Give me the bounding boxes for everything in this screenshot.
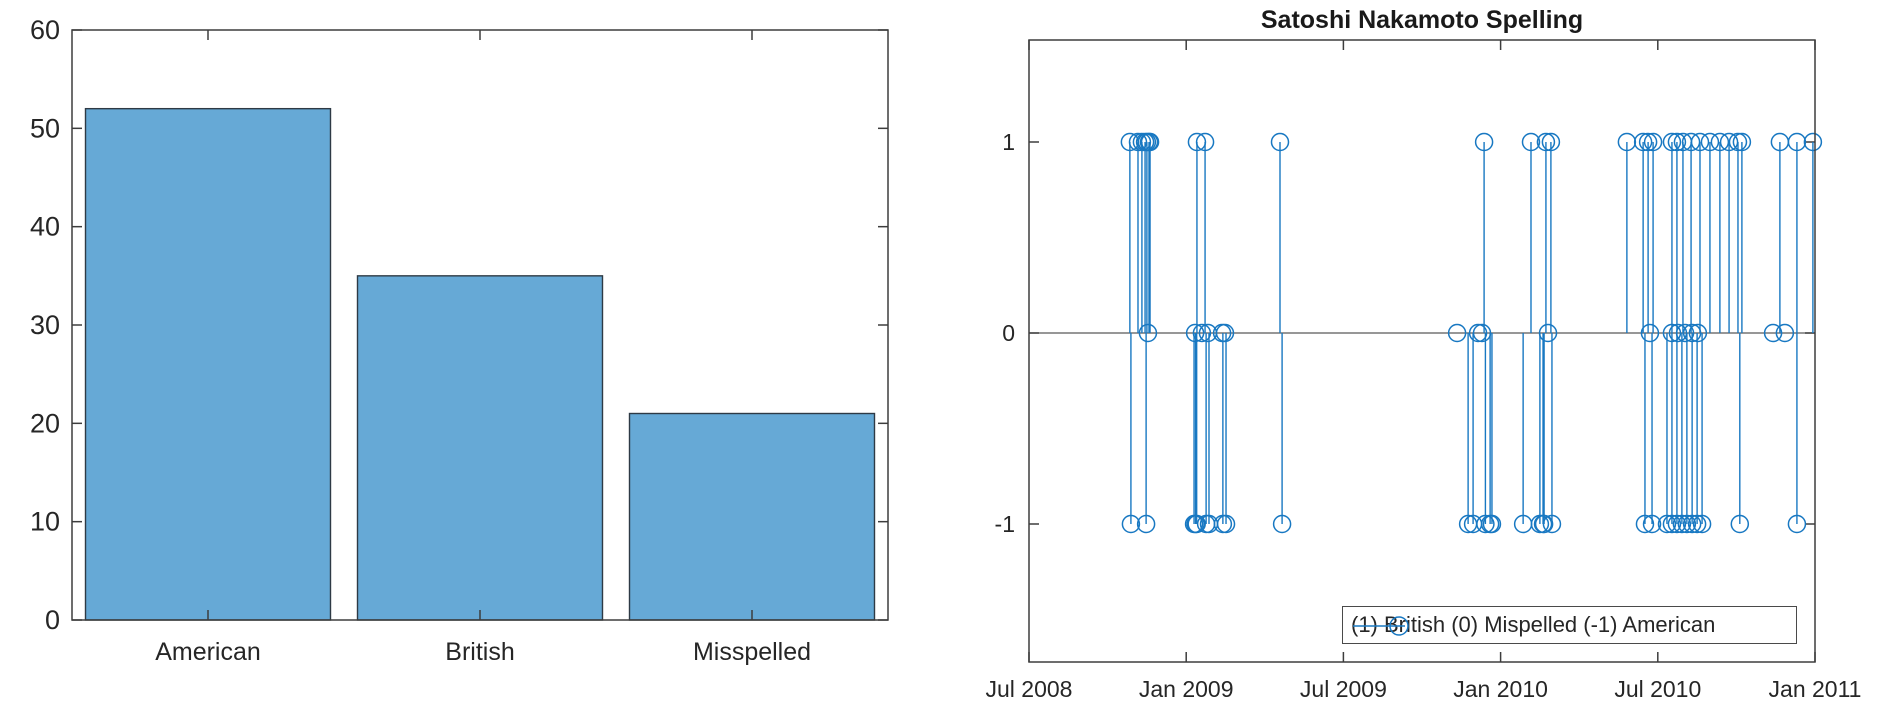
stem-marker bbox=[1668, 323, 1688, 343]
stem-marker bbox=[1687, 514, 1707, 534]
bar-chart-panel: 0 10 20 30 40 50 60 American British Misspelled bbox=[30, 15, 889, 666]
stem-marker bbox=[1643, 132, 1663, 152]
stem-marker bbox=[1521, 132, 1541, 152]
stem-marker bbox=[1662, 323, 1682, 343]
stem-marker bbox=[1534, 514, 1554, 534]
x-tick-label: Jan 2009 bbox=[1139, 676, 1234, 702]
stem-marker bbox=[1542, 514, 1562, 534]
y-tick-label: 0 bbox=[1002, 320, 1015, 346]
stem-marker bbox=[1474, 132, 1494, 152]
stem-marker bbox=[1187, 132, 1207, 152]
legend: (1) British (0) Mispelled (-1) American bbox=[1342, 606, 1797, 644]
x-tick-label: Jan 2010 bbox=[1453, 676, 1548, 702]
stem-marker bbox=[1617, 132, 1637, 152]
stem-marker bbox=[1682, 323, 1702, 343]
stem-marker bbox=[1447, 323, 1467, 343]
stem-marker bbox=[1763, 323, 1783, 343]
stem-marker bbox=[1270, 132, 1290, 152]
stem-marker bbox=[1468, 323, 1488, 343]
x-tick-label: Misspelled bbox=[693, 638, 811, 666]
stem-marker bbox=[1140, 132, 1160, 152]
stem-marker bbox=[1128, 132, 1148, 152]
stem-marker bbox=[1638, 132, 1658, 152]
y-tick-label: 60 bbox=[30, 15, 60, 45]
stem-marker bbox=[1775, 323, 1795, 343]
stem-marker bbox=[1662, 132, 1682, 152]
stem-marker bbox=[1536, 132, 1556, 152]
y-tick-label: 30 bbox=[30, 310, 60, 340]
stem-marker bbox=[1681, 132, 1701, 152]
stem-marker bbox=[1667, 132, 1687, 152]
bar-british bbox=[356, 275, 604, 621]
stem-marker bbox=[1216, 514, 1236, 534]
stem-marker bbox=[1185, 323, 1205, 343]
stem-chart-title: Satoshi Nakamoto Spelling bbox=[1260, 6, 1584, 34]
stem-marker bbox=[1682, 514, 1702, 534]
stem-marker bbox=[1662, 514, 1682, 534]
y-tick-label: 1 bbox=[1002, 129, 1015, 155]
bar-misspelled bbox=[628, 412, 876, 621]
axes-frame bbox=[1028, 39, 1816, 663]
stem-marker bbox=[1195, 132, 1215, 152]
stem-marker bbox=[1657, 514, 1677, 534]
legend-label: (1) British (0) Mispelled (-1) American bbox=[1351, 612, 1716, 637]
stem-marker bbox=[1688, 323, 1708, 343]
stem-marker bbox=[1633, 132, 1653, 152]
stem-marker bbox=[1732, 132, 1752, 152]
stem-marker bbox=[1187, 514, 1206, 534]
stem-marker bbox=[1667, 514, 1687, 534]
stem-marker bbox=[1677, 514, 1697, 534]
stem-marker bbox=[1192, 323, 1212, 343]
x-tick-label: Jul 2009 bbox=[1300, 676, 1387, 702]
stem-marker bbox=[1136, 514, 1156, 534]
y-tick-label: 50 bbox=[30, 113, 60, 143]
y-tick-label: 20 bbox=[30, 408, 60, 438]
x-tick-label: Jul 2008 bbox=[986, 676, 1073, 702]
stem-marker bbox=[1692, 514, 1712, 534]
stem-marker bbox=[1730, 514, 1750, 534]
bar-american bbox=[84, 107, 332, 621]
x-tick-label: American bbox=[155, 638, 261, 666]
stem-marker bbox=[1121, 514, 1141, 534]
stem-marker bbox=[1272, 514, 1292, 534]
stem-marker bbox=[1710, 132, 1730, 152]
stem-marker bbox=[1138, 323, 1158, 343]
stem-marker bbox=[1787, 514, 1807, 534]
stem-marker bbox=[1672, 514, 1692, 534]
stem-marker bbox=[1635, 514, 1655, 534]
y-tick-label: 40 bbox=[30, 212, 60, 242]
y-tick-label: -1 bbox=[995, 511, 1015, 537]
stem-marker bbox=[1215, 323, 1235, 343]
stem-marker bbox=[1728, 132, 1748, 152]
stem-marker bbox=[1803, 132, 1823, 152]
stem-chart-panel: Jul 2008 Jan 2009 Jul 2009 Jan 2010 Jul 2010… bbox=[940, 0, 1880, 720]
stem-marker bbox=[1690, 132, 1710, 152]
x-tick-label: Jan 2011 bbox=[1769, 676, 1862, 702]
stem-marker bbox=[1476, 514, 1495, 534]
y-tick-label: 0 bbox=[45, 605, 60, 635]
x-tick-label: British bbox=[445, 638, 514, 666]
legend-marker-icon bbox=[1353, 616, 1409, 636]
stem-marker bbox=[1538, 323, 1558, 343]
axes-frame bbox=[71, 29, 889, 621]
stem-marker bbox=[1675, 323, 1695, 343]
stem-chart: Jul 2008 Jan 2009 Jul 2009 Jan 2010 Jul 2010… bbox=[986, 39, 1862, 702]
stem-marker bbox=[1787, 132, 1807, 152]
stem-marker bbox=[1482, 514, 1502, 534]
stem-marker bbox=[1642, 514, 1662, 534]
stem-marker bbox=[1719, 132, 1739, 152]
x-tick-label: Jul 2010 bbox=[1614, 676, 1701, 702]
stem-marker bbox=[1700, 132, 1720, 152]
stem-marker bbox=[1472, 323, 1492, 343]
stem-marker bbox=[1640, 323, 1660, 343]
stem-marker bbox=[1541, 132, 1561, 152]
bar-chart: 0 10 20 30 40 50 60 American British Misspelled bbox=[30, 15, 889, 666]
y-tick-label: 10 bbox=[30, 507, 60, 537]
